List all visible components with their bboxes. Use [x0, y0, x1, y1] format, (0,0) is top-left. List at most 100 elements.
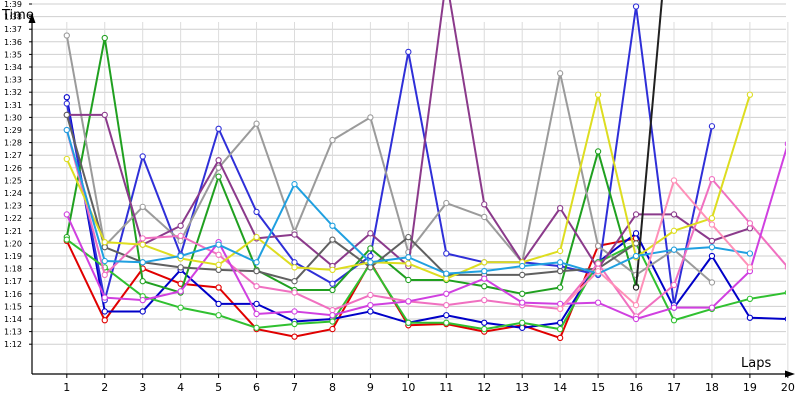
data-point — [481, 296, 488, 304]
x-tick-label: 18 — [705, 381, 719, 394]
data-point — [63, 100, 70, 107]
data-point — [670, 281, 678, 289]
x-tick-label: 12 — [477, 381, 491, 394]
data-point — [632, 211, 640, 218]
data-point — [708, 237, 716, 245]
data-point — [708, 279, 716, 286]
y-tick-label: 1:16 — [4, 290, 22, 299]
data-point — [708, 221, 716, 228]
data-point — [367, 114, 374, 121]
series-4 — [63, 34, 640, 297]
data-point — [405, 276, 412, 284]
data-point — [443, 290, 450, 297]
y-tick-label: 1:12 — [4, 340, 22, 349]
x-tick-label: 9 — [367, 381, 374, 394]
x-tick-label: 8 — [329, 381, 336, 394]
data-point — [481, 267, 488, 275]
data-point — [481, 283, 488, 290]
data-point — [291, 289, 298, 296]
data-point — [784, 264, 786, 270]
data-point — [329, 222, 336, 229]
series-layer — [63, 0, 786, 342]
data-point — [291, 259, 298, 266]
data-point — [443, 312, 450, 319]
series-14 — [557, 177, 754, 313]
data-point — [329, 318, 336, 325]
data-point — [443, 301, 450, 309]
data-point — [632, 301, 640, 309]
data-point — [139, 308, 146, 315]
y-tick-label: 1:38 — [4, 13, 22, 22]
data-point — [139, 296, 146, 304]
x-tick-label: 13 — [515, 381, 529, 394]
series-11 — [63, 141, 786, 323]
data-point — [253, 324, 260, 331]
y-tick-label: 1:32 — [4, 88, 22, 97]
y-tick-label: 1:18 — [4, 265, 22, 274]
data-point — [746, 314, 754, 321]
data-point — [367, 230, 374, 237]
data-point — [63, 236, 70, 243]
data-point — [746, 295, 754, 302]
data-point — [101, 238, 108, 246]
data-point — [215, 284, 222, 291]
data-point — [101, 317, 108, 324]
data-point — [708, 175, 716, 183]
y-tick-label: 1:28 — [4, 139, 22, 148]
data-point — [367, 259, 374, 266]
y-tick-label: 1:19 — [4, 252, 22, 261]
data-point — [215, 125, 222, 132]
data-point — [253, 259, 260, 266]
data-point — [443, 270, 450, 277]
y-tick-label: 1:39 — [4, 0, 22, 9]
series-8 — [63, 111, 640, 285]
x-tick-label: 1 — [63, 381, 70, 394]
data-point — [63, 126, 70, 134]
x-tick-label: 17 — [667, 381, 681, 394]
data-point — [557, 204, 564, 212]
y-axis-arrow — [28, 13, 36, 23]
data-point — [519, 319, 526, 326]
x-tick-label: 5 — [215, 381, 222, 394]
data-point — [215, 300, 222, 308]
y-tick-label: 1:34 — [4, 63, 22, 72]
data-point — [215, 241, 222, 248]
data-point — [101, 34, 108, 42]
data-point — [139, 278, 146, 285]
data-point — [519, 262, 526, 270]
data-point — [367, 264, 374, 271]
data-point — [557, 284, 564, 291]
data-point — [557, 334, 564, 342]
series-line — [65, 5, 713, 307]
data-point — [101, 111, 108, 119]
data-point — [519, 271, 526, 279]
data-point — [746, 250, 754, 257]
data-point — [405, 319, 412, 326]
data-point — [557, 259, 564, 266]
data-point — [670, 227, 678, 234]
data-point — [594, 299, 602, 306]
data-point — [632, 3, 640, 10]
data-point — [443, 319, 450, 326]
data-point — [632, 230, 640, 237]
ticks: 1:12 1:13 1:14 1:15 1:16 1:17 1:18 1:19 1:20 1:21… — [4, 0, 795, 394]
data-point — [632, 252, 640, 260]
x-axis-arrow — [785, 370, 795, 378]
series-line — [65, 129, 786, 318]
series-line — [66, 238, 786, 331]
y-tick-label: 1:33 — [4, 76, 22, 85]
series-line — [65, 114, 637, 283]
y-tick-label: 1:26 — [4, 164, 22, 173]
data-point — [481, 275, 488, 282]
data-point — [481, 319, 488, 326]
data-point — [519, 324, 526, 331]
data-point — [708, 244, 716, 251]
data-point — [139, 241, 146, 248]
data-point — [519, 299, 526, 306]
x-tick-label: 16 — [629, 381, 643, 394]
data-point — [670, 246, 678, 253]
data-point — [329, 286, 336, 294]
data-point — [253, 208, 260, 216]
data-point — [291, 333, 298, 340]
data-point — [177, 304, 184, 311]
